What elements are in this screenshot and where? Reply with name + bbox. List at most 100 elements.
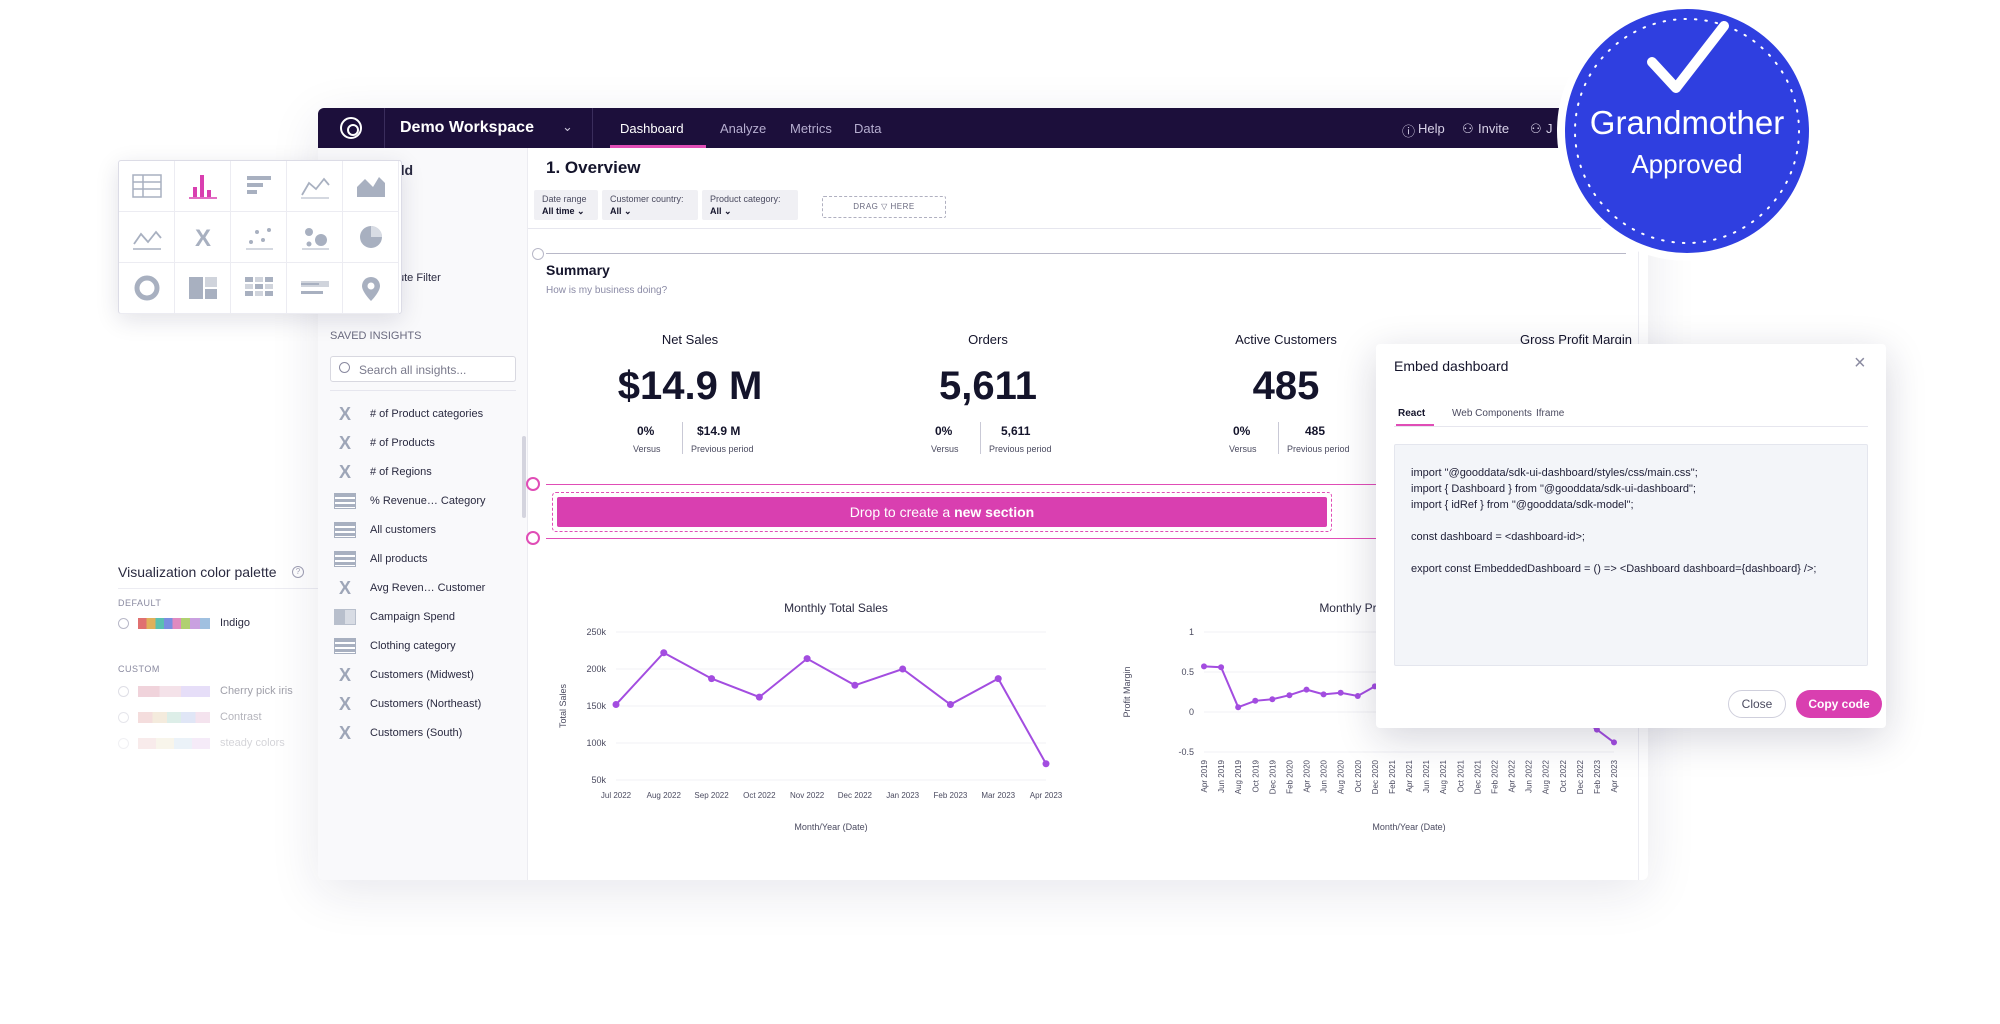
copy-code-button[interactable]: Copy code [1796,690,1882,718]
x-tick-label: Oct 2022 [743,791,776,800]
sidebar-scrollbar[interactable] [522,436,526,518]
chart-type-option[interactable] [175,263,231,314]
tab-web-components[interactable]: Web Components [1452,408,1532,419]
data-point [1611,739,1617,746]
x-icon: X [338,578,351,598]
chart-type-option[interactable] [231,212,287,263]
table-icon [132,174,162,198]
chart-type-option[interactable]: X [175,212,231,263]
badge-circle [1557,1,1817,261]
tab-iframe[interactable]: Iframe [1536,408,1565,419]
palette-name: Cherry pick iris [220,685,293,697]
chart-type-option[interactable] [287,212,343,263]
insight-item[interactable]: Campaign Spend [330,603,516,633]
nav-dashboard[interactable]: Dashboard [620,121,684,136]
insight-item[interactable]: X Customers (Midwest) [330,661,516,691]
insight-item[interactable]: X # of Regions [330,458,516,488]
sidebar-attribute-filter[interactable]: ute Filter [398,272,441,284]
nav-data[interactable]: Data [854,121,882,136]
data-point [708,675,716,683]
logo-icon[interactable] [340,117,362,139]
line-chart-icon [301,177,330,199]
tab-react[interactable]: React [1398,408,1426,419]
kpi-orders[interactable]: Orders 5,611 0% Versus 5,611 Previous pe… [873,332,1103,462]
chart-type-option[interactable] [343,263,399,314]
y-tick-label: 50k [591,775,606,785]
data-point [1269,696,1276,703]
x-tick-label: Apr 2020 [1303,759,1312,792]
nav-metrics[interactable]: Metrics [790,121,832,136]
code-block[interactable]: import "@gooddata/sdk-ui-dashboard/style… [1394,444,1868,666]
x-tick-label: Jun 2021 [1422,759,1431,792]
palette-row-cherry[interactable]: Cherry pick iris [118,684,318,700]
palette-row-steady[interactable]: steady colors [118,736,318,752]
palette-name: steady colors [220,737,285,749]
filter-customer-country[interactable]: Customer country: All ⌄ [602,190,698,220]
scatter-icon [246,228,273,250]
section-title[interactable]: Summary [546,262,610,278]
palette-row-indigo[interactable]: Indigo [118,616,318,632]
insight-label: Customers (Northeast) [370,698,482,710]
insight-item[interactable]: X Avg Reven… Customer [330,574,516,604]
radio[interactable] [118,618,129,629]
insight-item[interactable]: X Customers (South) [330,719,516,749]
insight-item[interactable]: X Customers (Northeast) [330,690,516,720]
insight-item[interactable]: X # of Products [330,429,516,459]
data-point [1252,697,1259,704]
close-button[interactable]: Close [1728,690,1786,718]
user-icon[interactable]: ⚇ [1462,121,1474,136]
chart-type-option[interactable] [231,263,287,314]
chart-type-option[interactable] [119,263,175,314]
y-tick-label: 250k [586,627,606,637]
chart-type-option[interactable] [175,161,231,212]
insight-item[interactable]: % Revenue… Category [330,487,516,517]
x-tick-label: Dec 2021 [1473,759,1482,794]
radio[interactable] [118,686,129,697]
chevron-down-icon[interactable]: ⌄ [562,119,573,134]
monthly-total-sales-chart[interactable]: Monthly Total Sales 250k 200k 150k 100k 50k To… [546,598,1076,848]
filter-date-range[interactable]: Date range All time ⌄ [534,190,598,220]
filter-value: All ⌄ [610,206,632,216]
new-section-dropzone[interactable]: Drop to create a new section [552,492,1332,532]
badge-line1: Grandmother [1590,104,1784,141]
nav-analyze[interactable]: Analyze [720,121,767,136]
kpi-active-customers[interactable]: Active Customers 485 0% Versus 485 Previ… [1171,332,1401,462]
workspace-name[interactable]: Demo Workspace [400,119,534,136]
chart-type-option[interactable] [287,161,343,212]
section-subtitle[interactable]: How is my business doing? [546,285,668,296]
chart-type-option[interactable] [119,212,175,263]
help-link[interactable]: Help [1418,121,1445,136]
invite-link[interactable]: Invite [1478,121,1510,136]
chart-type-option[interactable] [287,263,343,314]
dashboard-title[interactable]: 1. Overview [546,158,641,177]
radio[interactable] [118,738,129,749]
chart-type-option[interactable] [231,161,287,212]
insight-item[interactable]: Clothing category [330,632,516,662]
x-tick-label: Oct 2021 [1456,759,1465,792]
filter-product-category[interactable]: Product category: All ⌄ [702,190,798,220]
kpi-gross-profit-margin-title[interactable]: Gross Profit Margin [1520,332,1632,347]
palette-row-contrast[interactable]: Contrast [118,710,318,726]
divider [118,588,318,589]
chart-type-option[interactable] [343,161,399,212]
kpi-value: 5,611 [939,364,1037,408]
drag-filter-dropzone[interactable]: DRAG ▽ HERE [822,196,946,218]
monthly-profit-margin-chart[interactable]: Monthly Pr 1 0.5 0 -0.5 Profit Margin Apr 2019… [1108,598,1628,848]
account-initial[interactable]: J [1546,121,1553,136]
close-icon[interactable]: × [1854,352,1866,374]
kpi-net-sales[interactable]: Net Sales $14.9 M 0% Versus $14.9 M Prev… [575,332,805,462]
section-handle-icon[interactable] [532,248,544,260]
account-icon[interactable]: ⚇ [1530,121,1542,136]
help-icon[interactable]: ⓘ [1402,124,1416,139]
insight-item[interactable]: All products [330,545,516,575]
help-icon[interactable]: ? [292,566,304,578]
insight-item[interactable]: All customers [330,516,516,546]
filter-value: All time ⌄ [542,206,585,216]
radio[interactable] [118,712,129,723]
bar-chart-icon [247,176,271,194]
chart-type-option[interactable] [119,161,175,212]
insight-item[interactable]: X # of Product categories [330,400,516,430]
chart-type-option[interactable] [343,212,399,263]
drop-handle-icon [526,531,540,545]
insights-search-input[interactable]: Search all insights... [330,356,516,382]
